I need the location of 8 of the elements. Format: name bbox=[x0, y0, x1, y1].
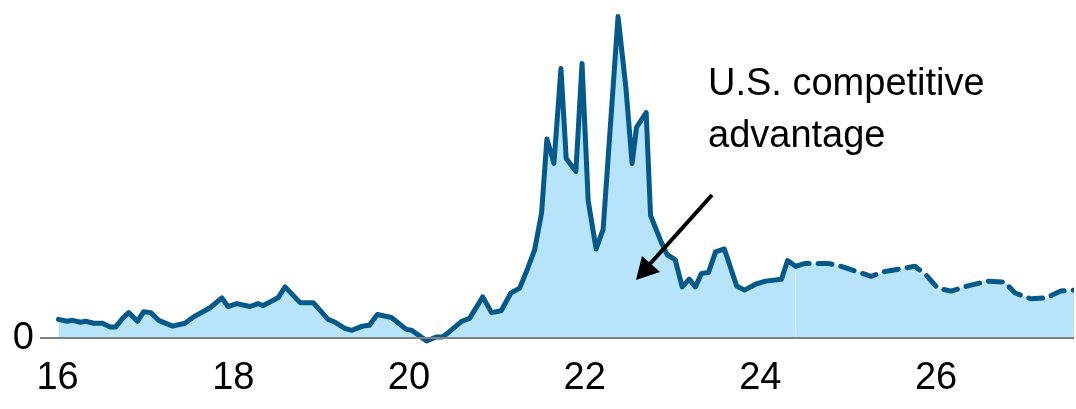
x-tick-label: 26 bbox=[914, 354, 958, 397]
x-tick-label: 24 bbox=[739, 354, 782, 397]
text: 0 bbox=[12, 314, 34, 357]
annotation: U.S. competitive advantage bbox=[708, 61, 985, 155]
x-tick-label: 16 bbox=[36, 354, 79, 397]
x-tick-label: 22 bbox=[563, 354, 606, 397]
x-tick-label: 20 bbox=[387, 354, 431, 397]
x-tick-label: 18 bbox=[212, 354, 255, 397]
